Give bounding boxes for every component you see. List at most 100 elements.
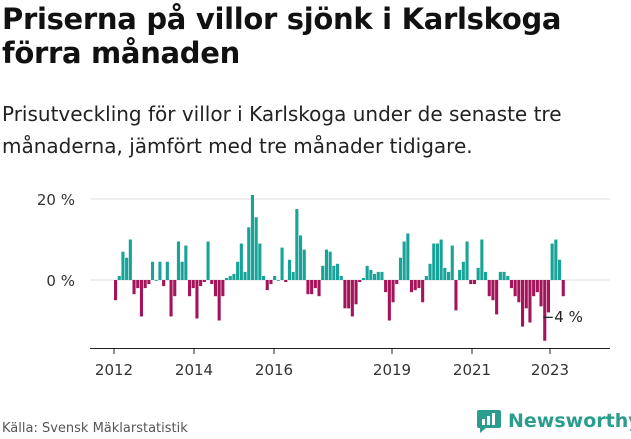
x-tick-label: 2016 [255, 361, 293, 379]
data-bar [472, 280, 476, 285]
data-bar [454, 280, 458, 311]
data-bar [188, 280, 192, 297]
data-bar [154, 280, 158, 281]
data-bar [139, 280, 143, 317]
data-bar [398, 257, 402, 280]
data-bar [421, 280, 425, 303]
data-bar [506, 275, 510, 280]
brand-name: Newsworthy [508, 410, 631, 432]
data-bar [546, 280, 550, 313]
data-bar [306, 280, 310, 295]
last-value-annotation: −4 % [542, 308, 583, 326]
data-bar [354, 280, 358, 305]
data-bar [498, 271, 502, 280]
data-bar [269, 280, 273, 285]
data-bar [291, 271, 295, 280]
data-bar [528, 280, 532, 323]
data-bar [310, 280, 314, 295]
data-bar [232, 273, 236, 280]
y-tick-label: 0 % [46, 272, 75, 290]
y-tick-label: 20 % [37, 191, 75, 209]
data-bar [332, 265, 336, 280]
data-bar [213, 280, 217, 297]
newsworthy-icon [477, 410, 501, 433]
data-bar [476, 267, 480, 280]
data-bar [502, 271, 506, 280]
data-bar [554, 239, 558, 280]
data-bar [424, 275, 428, 280]
data-bar [524, 280, 528, 309]
data-bar [162, 280, 166, 287]
data-bar [273, 275, 277, 280]
data-bar [343, 280, 347, 309]
data-bar [151, 261, 155, 280]
data-bar [299, 235, 303, 280]
data-bar [254, 217, 258, 280]
x-tick-label: 2012 [95, 361, 133, 379]
data-bar [176, 241, 180, 280]
data-bar [410, 280, 414, 293]
data-bar [114, 280, 118, 301]
data-bar [199, 280, 203, 287]
data-bar [435, 243, 439, 280]
data-bar [169, 280, 173, 317]
data-bar [128, 239, 132, 280]
data-bar [535, 280, 539, 293]
data-bar [376, 271, 380, 280]
data-bar [265, 280, 269, 291]
x-tick-label: 2023 [531, 361, 569, 379]
data-bar [358, 280, 362, 283]
data-bar [513, 280, 517, 297]
data-bar [250, 194, 254, 280]
data-bar [217, 280, 221, 321]
data-bar [491, 280, 495, 301]
data-bar [173, 280, 177, 297]
data-bar [539, 280, 543, 307]
data-bar [143, 280, 147, 289]
data-bar [484, 271, 488, 280]
data-bar [413, 280, 417, 291]
data-bar [225, 277, 229, 280]
data-bar [395, 280, 399, 285]
data-bar [432, 243, 436, 280]
data-bar [236, 261, 240, 280]
data-bar [369, 269, 373, 281]
data-bar [550, 243, 554, 280]
data-bar [195, 280, 199, 319]
data-bar [373, 273, 377, 280]
data-bar [243, 271, 247, 280]
data-bar [280, 247, 284, 280]
data-bar [258, 243, 262, 280]
data-bar [558, 259, 562, 280]
data-bar [447, 271, 451, 280]
data-bar [324, 249, 328, 281]
data-bar [443, 267, 447, 280]
chart-subtitle: Prisutveckling för villor i Karlskoga un… [2, 102, 562, 158]
newsworthy-logo[interactable]: Newsworthy [476, 408, 631, 434]
data-bar [387, 280, 391, 321]
data-bar [450, 245, 454, 280]
data-bar [509, 280, 513, 289]
data-bar [210, 280, 214, 285]
data-bar [350, 280, 354, 317]
data-bar [428, 263, 432, 280]
data-bar [158, 261, 162, 280]
data-bar [302, 249, 306, 281]
data-bar [202, 280, 206, 283]
chart-title: Priserna på villor sjönk i Karlskoga för… [2, 2, 562, 70]
data-bar [180, 261, 184, 280]
data-bar [328, 251, 332, 280]
data-bar [561, 280, 565, 297]
data-bar [465, 241, 469, 280]
data-bar [532, 280, 536, 297]
data-bar [365, 265, 369, 280]
data-bar [321, 265, 325, 280]
data-bar [191, 280, 195, 289]
data-bar [521, 280, 525, 327]
data-bar [402, 241, 406, 280]
data-bar [543, 280, 547, 341]
x-tick-label: 2014 [175, 361, 213, 379]
data-bar [313, 280, 317, 289]
x-tick-label: 2019 [373, 361, 411, 379]
data-bar [184, 245, 188, 280]
